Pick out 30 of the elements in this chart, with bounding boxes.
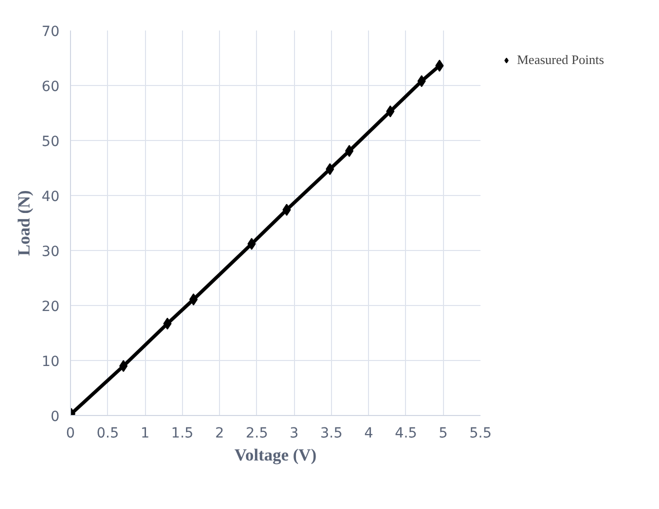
x-tick-label: 3.5 [320, 426, 343, 442]
y-tick-label: 0 [50, 409, 60, 425]
x-tick-label: 5.5 [469, 426, 492, 442]
point [326, 163, 334, 176]
x-tick-label: 1.5 [171, 426, 194, 442]
y-tick-label: 40 [42, 189, 60, 205]
point [163, 318, 172, 330]
x-axis-title: Voltage (V) [234, 446, 316, 464]
point [247, 238, 256, 250]
y-axis-title: Load (N) [14, 190, 34, 256]
x-tick-label: 2.5 [246, 426, 268, 442]
point [417, 75, 426, 88]
point [189, 293, 198, 306]
y-tick-label: 20 [42, 299, 60, 315]
x-tick-label: 4.5 [394, 426, 418, 442]
y-tick-label: 50 [42, 134, 60, 150]
x-tick-label: 4 [364, 426, 374, 442]
x-tick-label: 2 [215, 426, 224, 442]
point [435, 60, 444, 72]
y-tick-label: 60 [42, 79, 60, 95]
legend-label: Measured Points [517, 52, 604, 68]
y-tick-label: 30 [42, 244, 60, 260]
y-tick-label: 10 [42, 354, 60, 370]
y-tick-label: 70 [42, 24, 60, 40]
x-tick-label: 0.5 [96, 426, 119, 442]
x-tick-label: 3 [290, 426, 299, 442]
x-tick-label: 1 [140, 426, 150, 442]
point [119, 360, 128, 372]
x-tick-label: 0 [66, 426, 75, 442]
x-tick-label: 5 [438, 426, 448, 442]
